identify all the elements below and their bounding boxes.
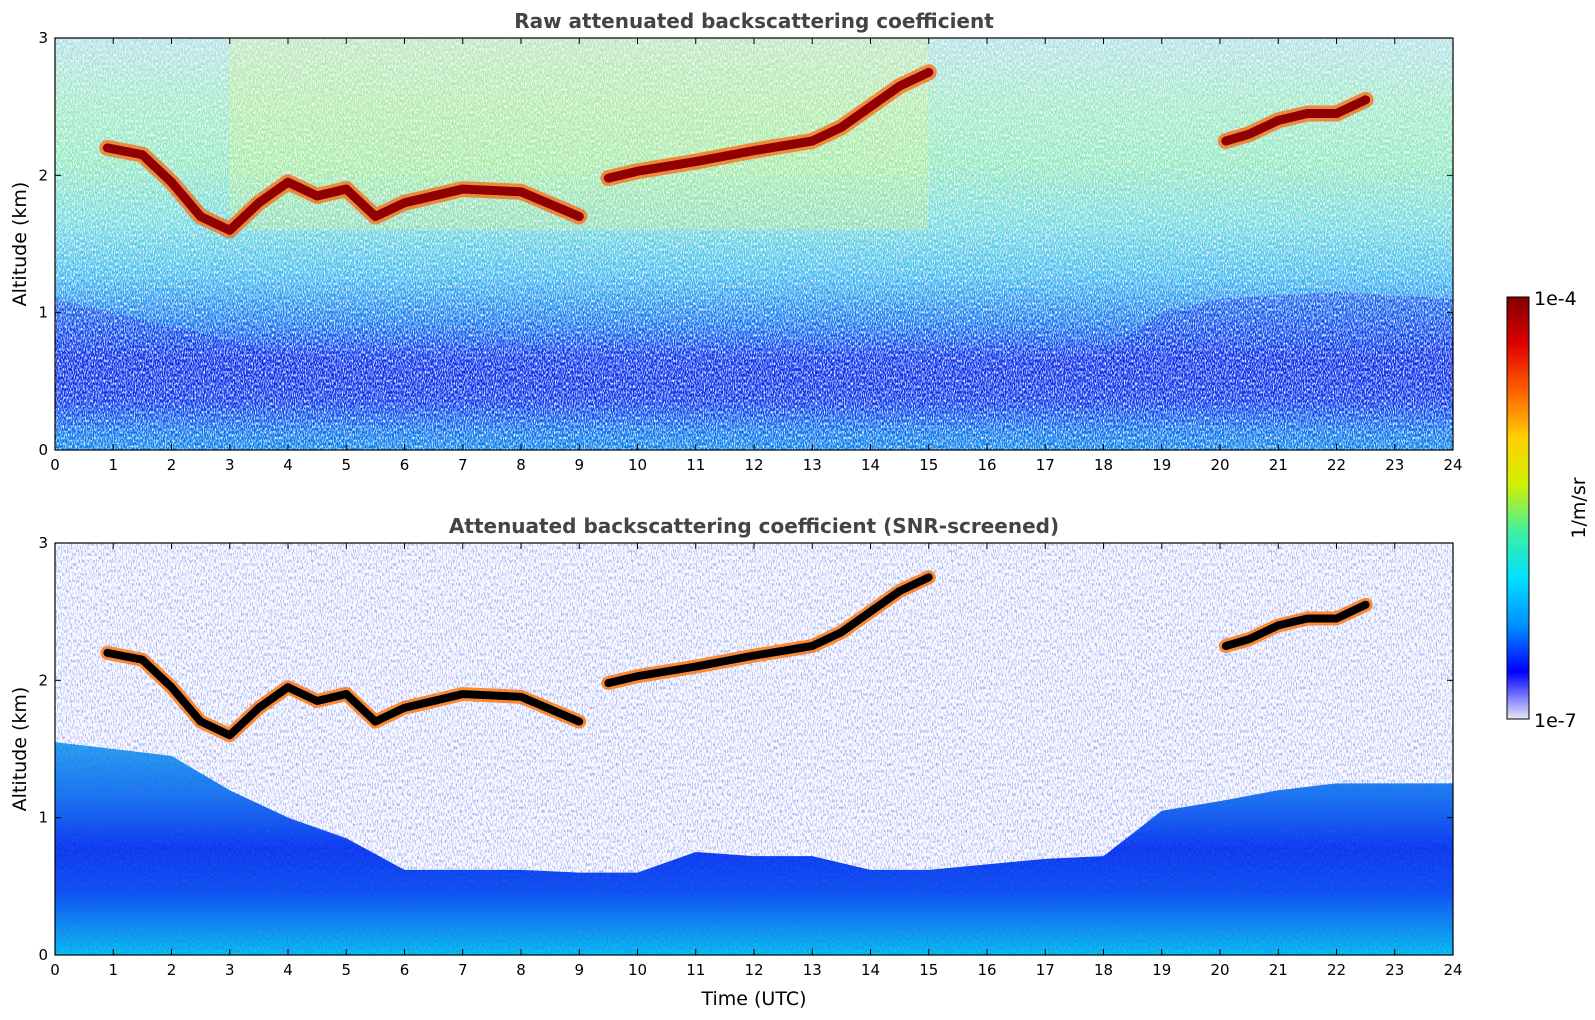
x-tick-label: 7 — [458, 961, 468, 979]
x-tick-label: 0 — [50, 961, 60, 979]
x-tick-label: 21 — [1269, 961, 1288, 979]
x-tick-label: 5 — [341, 961, 351, 979]
x-tick-label: 19 — [1152, 456, 1171, 474]
x-tick-label: 10 — [628, 456, 647, 474]
x-tick-label: 4 — [283, 961, 293, 979]
panel-2: Attenuated backscattering coefficient (S… — [9, 514, 1463, 1010]
x-tick-label: 7 — [458, 456, 468, 474]
x-tick-label: 16 — [977, 456, 996, 474]
y-tick-label: 0 — [38, 946, 48, 964]
cloud-layer-2 — [603, 67, 934, 183]
colorbar: 1e-4 1e-7 1/m/sr — [1506, 288, 1590, 732]
x-tick-label: 14 — [861, 456, 880, 474]
x-tick-label: 0 — [50, 456, 60, 474]
x-tick-label: 2 — [167, 456, 177, 474]
noise-texture — [55, 38, 1453, 450]
x-tick-label: 9 — [574, 456, 584, 474]
x-tick-label: 18 — [1094, 961, 1113, 979]
x-tick-label: 20 — [1210, 961, 1229, 979]
x-tick-label: 6 — [400, 961, 410, 979]
x-tick-label: 8 — [516, 961, 526, 979]
x-tick-label: 20 — [1210, 456, 1229, 474]
plot-area-2 — [55, 543, 1453, 955]
y-tick-label: 3 — [38, 29, 48, 47]
screened-noise — [55, 543, 1453, 955]
x-tick-label: 22 — [1327, 961, 1346, 979]
colorbar-bar — [1506, 296, 1530, 720]
screened-cloud-2 — [604, 573, 933, 688]
x-tick-label: 5 — [341, 456, 351, 474]
y-tick-label: 0 — [38, 441, 48, 459]
x-tick-label: 14 — [861, 961, 880, 979]
x-tick-label: 10 — [628, 961, 647, 979]
y-tick-label: 2 — [38, 166, 48, 184]
plot-area-1 — [55, 38, 1453, 450]
screened-cloud-1 — [103, 648, 584, 740]
x-tick-label: 12 — [744, 456, 763, 474]
y-axis-label-1: Altitude (km) — [9, 182, 31, 307]
x-tick-label: 24 — [1443, 456, 1462, 474]
y-tick-label: 1 — [38, 304, 48, 322]
screened-cloud-3 — [1221, 600, 1370, 650]
x-tick-label: 6 — [400, 456, 410, 474]
x-tick-label: 17 — [1036, 961, 1055, 979]
x-tick-label: 2 — [167, 961, 177, 979]
x-tick-label: 4 — [283, 456, 293, 474]
x-tick-label: 17 — [1036, 456, 1055, 474]
x-tick-label: 19 — [1152, 961, 1171, 979]
x-tick-label: 21 — [1269, 456, 1288, 474]
x-tick-label: 23 — [1385, 961, 1404, 979]
y-tick-label: 2 — [38, 671, 48, 689]
x-tick-label: 13 — [803, 961, 822, 979]
x-tick-label: 3 — [225, 456, 235, 474]
x-tick-label: 11 — [686, 456, 705, 474]
y-axis-label-2: Altitude (km) — [9, 687, 31, 812]
colorbar-min-label: 1e-7 — [1534, 710, 1577, 732]
cloud-layer-3 — [1221, 95, 1371, 146]
x-tick-label: 8 — [516, 456, 526, 474]
x-tick-label: 22 — [1327, 456, 1346, 474]
x-tick-label: 11 — [686, 961, 705, 979]
y-tick-label: 3 — [38, 534, 48, 552]
panel-1: Raw attenuated backscattering coefficien… — [9, 9, 1463, 474]
x-tick-label: 18 — [1094, 456, 1113, 474]
x-tick-label: 16 — [977, 961, 996, 979]
y-tick-label: 1 — [38, 809, 48, 827]
x-tick-label: 23 — [1385, 456, 1404, 474]
x-tick-label: 9 — [574, 961, 584, 979]
x-tick-label: 15 — [919, 456, 938, 474]
panel-title-2: Attenuated backscattering coefficient (S… — [449, 514, 1059, 538]
x-tick-label: 24 — [1443, 961, 1462, 979]
x-tick-label: 12 — [744, 961, 763, 979]
x-tick-label: 15 — [919, 961, 938, 979]
x-tick-label: 1 — [108, 961, 118, 979]
colorbar-max-label: 1e-4 — [1534, 288, 1577, 310]
x-tick-label: 1 — [108, 456, 118, 474]
panel-title-1: Raw attenuated backscattering coefficien… — [514, 9, 994, 33]
x-axis-label: Time (UTC) — [700, 988, 806, 1010]
colorbar-unit-label: 1/m/sr — [1568, 477, 1590, 538]
cloud-layer-1 — [102, 143, 584, 235]
x-tick-label: 3 — [225, 961, 235, 979]
x-tick-label: 13 — [803, 456, 822, 474]
